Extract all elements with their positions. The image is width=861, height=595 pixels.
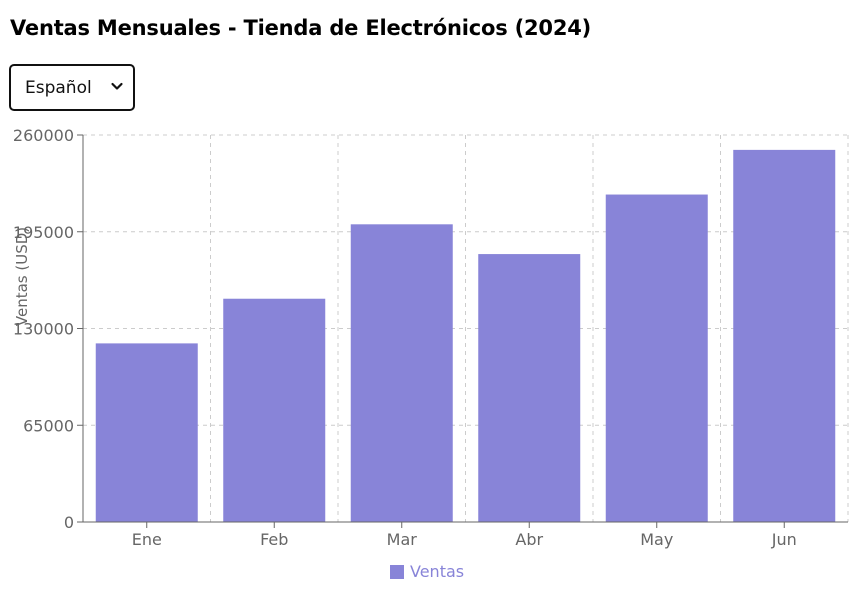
language-select-value: Español bbox=[25, 77, 92, 98]
x-tick-label-feb: Feb bbox=[260, 530, 288, 549]
bar-feb[interactable] bbox=[223, 298, 326, 522]
bar-ene[interactable] bbox=[95, 343, 198, 522]
bar-mar[interactable] bbox=[350, 224, 453, 523]
chevron-down-icon bbox=[111, 82, 123, 90]
page-title: Ventas Mensuales - Tienda de Electrónico… bbox=[10, 16, 592, 40]
language-select[interactable]: Español bbox=[9, 64, 135, 111]
x-tick-label-may: May bbox=[640, 530, 673, 549]
bar-abr[interactable] bbox=[478, 254, 581, 523]
x-tick-label-ene: Ene bbox=[132, 530, 162, 549]
chart-tick-labels: 0 65000 130000 195000 260000 Ene Feb Mar Abr May J… bbox=[13, 126, 797, 549]
chart-legend[interactable]: Ventas bbox=[390, 562, 464, 581]
chart-bars bbox=[95, 149, 836, 523]
legend-label-ventas: Ventas bbox=[410, 562, 464, 581]
x-tick-label-abr: Abr bbox=[515, 530, 543, 549]
y-tick-label-3: 195000 bbox=[13, 223, 74, 242]
y-axis-title: Ventas (USD) bbox=[13, 227, 31, 326]
y-tick-label-2: 130000 bbox=[13, 320, 74, 339]
bar-jun[interactable] bbox=[733, 149, 836, 522]
y-tick-label-0: 0 bbox=[64, 513, 74, 532]
x-tick-label-mar: Mar bbox=[387, 530, 418, 549]
bar-may[interactable] bbox=[605, 194, 708, 523]
chart-axes bbox=[77, 134, 848, 528]
x-tick-label-jun: Jun bbox=[771, 530, 797, 549]
y-tick-label-4: 260000 bbox=[13, 126, 74, 145]
legend-swatch-ventas bbox=[390, 565, 404, 579]
y-tick-label-1: 65000 bbox=[23, 416, 74, 435]
